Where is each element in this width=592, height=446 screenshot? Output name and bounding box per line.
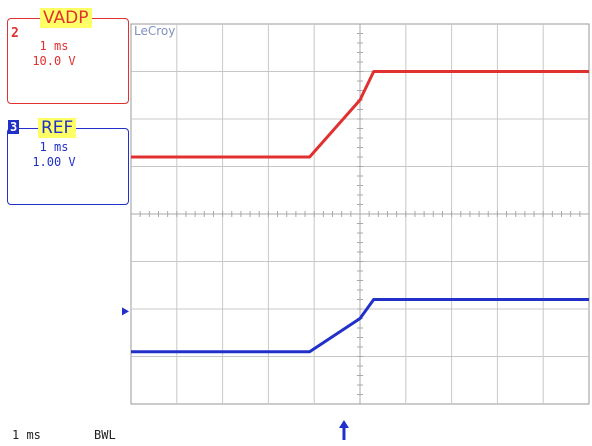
grid <box>130 23 590 405</box>
volts-per-div: 10.0 V <box>32 54 76 68</box>
time-per-div: 1 ms <box>39 140 69 154</box>
brand-label: LeCroy <box>134 24 175 38</box>
channel-number: 2 <box>11 26 19 41</box>
channel-2-label[interactable]: 2 VADP 1 ms 10.0 V <box>7 8 129 104</box>
trigger-arrow-head <box>338 420 349 428</box>
timebase-readout: 1 ms <box>12 428 41 442</box>
markers <box>122 307 349 440</box>
ref-level-marker <box>122 307 129 316</box>
channel-number: 3 <box>8 120 20 134</box>
trace-vadp <box>131 70 589 159</box>
bwl-indicator: BWL <box>94 428 116 442</box>
channel-name: VADP <box>40 8 92 28</box>
volts-per-div: 1.00 V <box>32 155 76 169</box>
trace-ref <box>131 298 589 354</box>
traces <box>131 70 589 354</box>
channel-name: REF <box>38 118 77 138</box>
channel-3-label[interactable]: 3 REF 1 ms 1.00 V <box>7 118 129 205</box>
time-per-div: 1 ms <box>39 39 69 53</box>
